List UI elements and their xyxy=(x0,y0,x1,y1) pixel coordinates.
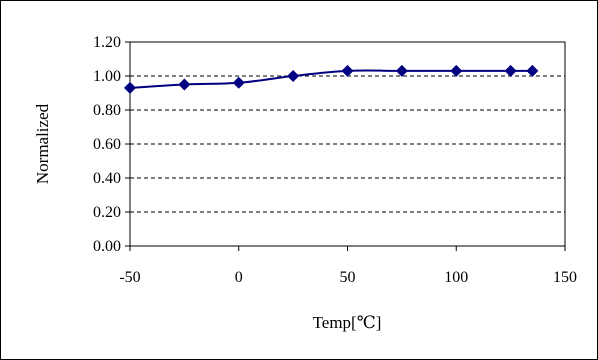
data-point-marker xyxy=(504,64,517,77)
y-axis-label: Normalized xyxy=(33,103,52,184)
y-tick-labels: 0.00 0.20 0.40 0.60 0.80 1.00 1.20 xyxy=(93,34,121,255)
x-tick-label: 50 xyxy=(340,269,356,286)
y-tick-label: 1.20 xyxy=(93,34,121,51)
data-point-marker xyxy=(178,78,191,91)
y-tick-label: 0.60 xyxy=(93,136,121,153)
series-line xyxy=(129,69,533,89)
data-point-marker xyxy=(450,64,463,77)
data-point-marker xyxy=(124,81,136,94)
x-tick-labels: -50 0 50 100 150 xyxy=(119,269,577,286)
data-point-marker xyxy=(287,70,300,82)
x-tick-label: 150 xyxy=(553,269,577,286)
data-point-marker xyxy=(341,64,354,77)
data-point-marker xyxy=(395,64,408,77)
x-tick-label: -50 xyxy=(119,269,140,286)
y-tick-label: 0.40 xyxy=(93,170,121,187)
data-point-marker xyxy=(526,64,539,77)
x-axis-label: Temp[℃] xyxy=(313,313,382,332)
grid-lines xyxy=(130,75,565,213)
y-tick-label: 0.80 xyxy=(93,102,121,119)
y-tick-label: 1.00 xyxy=(93,68,121,85)
y-tick-label: 0.00 xyxy=(93,238,121,255)
series-markers xyxy=(124,64,539,94)
y-tick-label: 0.20 xyxy=(93,204,121,221)
x-tick-label: 100 xyxy=(444,269,468,286)
x-tick-label: 0 xyxy=(235,269,243,286)
data-point-marker xyxy=(232,76,245,89)
axis-tick-marks xyxy=(125,41,566,251)
